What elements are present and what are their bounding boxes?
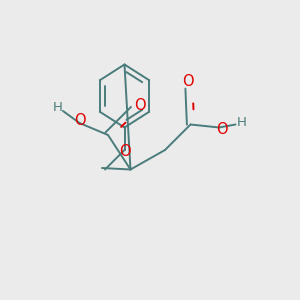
Text: O: O: [120, 144, 131, 159]
Text: O: O: [216, 122, 228, 136]
Text: H: H: [53, 101, 62, 115]
Text: O: O: [134, 98, 146, 113]
Text: O: O: [182, 74, 193, 89]
Text: O: O: [74, 113, 85, 128]
Text: H: H: [237, 116, 247, 130]
